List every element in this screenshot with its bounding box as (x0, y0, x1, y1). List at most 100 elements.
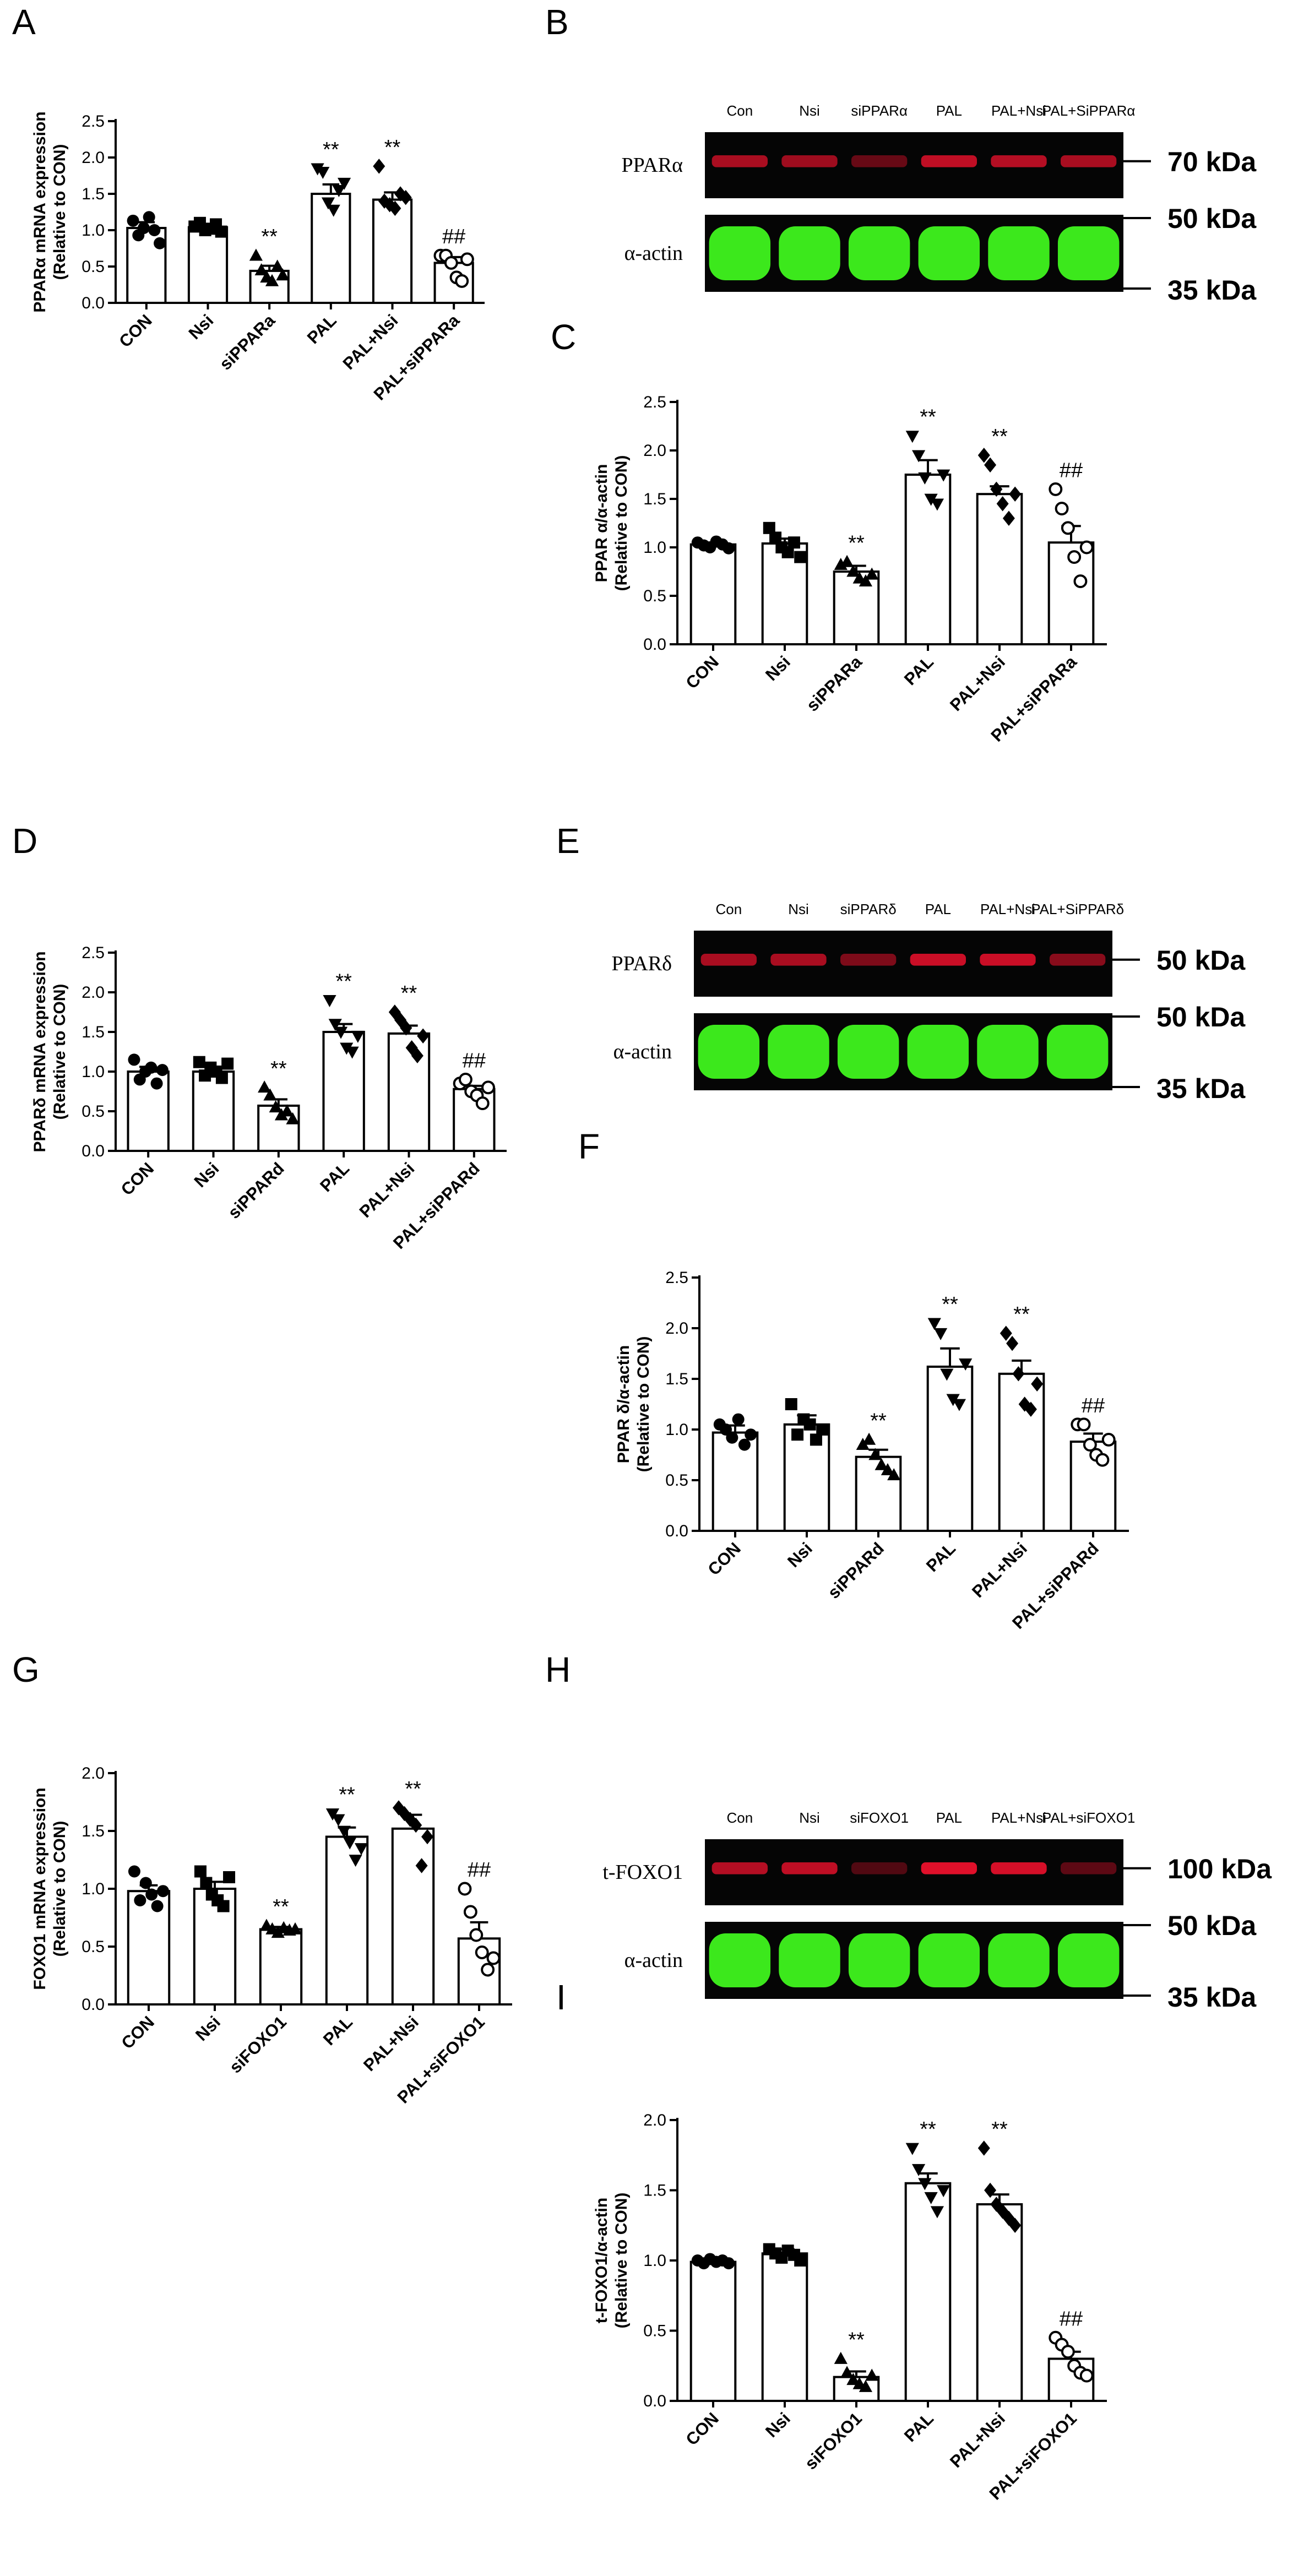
chart-g-foxo1-mrna: FOXO1 mRNA expression (Relative to CON) 0.… (31, 1764, 512, 2107)
data-point (154, 237, 166, 249)
y-axis-label-line: (Relative to CON) (51, 1821, 69, 1957)
lane-label: Nsi (799, 1809, 820, 1826)
data-point (417, 1028, 430, 1044)
x-tick-label: CON (115, 311, 155, 351)
y-tick-label: 0.0 (82, 1142, 105, 1160)
y-axis-label-line: (Relative to CON) (51, 984, 69, 1120)
y-axis-label-line: PPARδ mRNA expression (31, 952, 49, 1153)
data-point (1073, 574, 1088, 589)
data-point (151, 1900, 164, 1912)
data-point (148, 224, 161, 236)
significance-label: ## (1060, 459, 1083, 482)
significance-label: ** (273, 1895, 289, 1919)
band-actin (907, 1025, 969, 1079)
x-tick-label: siFOXO1 (801, 2409, 866, 2473)
data-point (150, 1077, 163, 1090)
x-tick-label: Nsi (185, 311, 218, 343)
y-tick-label: 1.5 (82, 1822, 105, 1840)
x-tick-label: PAL (319, 2012, 356, 2049)
lane-label: PAL (925, 901, 951, 917)
band-target (781, 155, 838, 167)
data-point (481, 1963, 495, 1977)
y-tick-label: 0.5 (643, 587, 666, 605)
x-tick-label: PAL+Nsi (946, 2409, 1009, 2471)
bar (711, 1431, 759, 1532)
data-point (996, 496, 1009, 512)
data-point (1061, 2345, 1075, 2359)
data-point (1012, 1366, 1025, 1382)
row-label-target: PPARα (622, 154, 683, 177)
lane-label: Con (726, 1809, 753, 1826)
band-target (851, 155, 908, 167)
lane-label: Nsi (788, 901, 809, 917)
data-point (460, 252, 474, 267)
data-point (1009, 486, 1022, 502)
mw-marker-50: 50 kDa (1167, 203, 1257, 234)
significance-label: ## (1082, 1394, 1105, 1417)
data-point (332, 185, 346, 198)
bar (372, 198, 413, 304)
data-point (726, 1431, 738, 1444)
x-tick-label: Nsi (192, 2012, 224, 2045)
data-point (859, 2379, 873, 2392)
data-point (1000, 1325, 1012, 1341)
data-point (1067, 550, 1082, 564)
x-tick-label: Nsi (784, 1539, 816, 1571)
data-point (274, 1108, 289, 1121)
mw-marker-35: 35 kDa (1156, 1073, 1246, 1101)
data-point (276, 268, 290, 281)
data-point (311, 163, 324, 176)
band-target (700, 954, 757, 966)
mw-marker-35: 35 kDa (1167, 275, 1257, 306)
panel-label-i: I (556, 1977, 566, 2017)
significance-label: ** (848, 2329, 865, 2352)
band-actin (988, 226, 1050, 280)
data-point (421, 1829, 434, 1845)
x-tick-label: CON (682, 2409, 722, 2449)
data-point (337, 1825, 351, 1838)
x-tick-label: CON (117, 1159, 157, 1199)
data-point (288, 1922, 302, 1934)
y-tick-label: 1.0 (643, 2252, 666, 2270)
band-target (851, 1862, 908, 1874)
mw-marker-target: 100 kDa (1167, 1854, 1272, 1884)
band-actin (988, 1933, 1050, 1987)
y-tick-label: 2.5 (665, 1269, 688, 1287)
mw-marker-target: 70 kDa (1167, 146, 1257, 177)
data-point (128, 1053, 140, 1066)
data-point (475, 1096, 490, 1111)
data-point (332, 1814, 345, 1827)
band-target (1050, 954, 1106, 966)
data-point (143, 211, 155, 224)
data-point (351, 1030, 365, 1043)
significance-label: ** (991, 2118, 1008, 2141)
data-point (215, 1072, 228, 1084)
data-point (918, 2178, 932, 2191)
data-point (400, 1020, 412, 1036)
x-tick-label: Nsi (191, 1159, 223, 1191)
data-point (865, 2368, 879, 2381)
bar (783, 1423, 830, 1532)
data-point (723, 542, 735, 555)
data-point (803, 1418, 816, 1431)
mw-marker-50: 50 kDa (1167, 1910, 1257, 1941)
data-point (937, 2185, 950, 2198)
data-point (977, 448, 990, 463)
y-tick-label: 0.5 (82, 1102, 105, 1121)
data-point (378, 193, 390, 209)
band-actin (779, 1933, 840, 1987)
y-tick-label: 2.0 (665, 1319, 688, 1338)
y-axis-label: PPARα mRNA expression (Relative to CON) (31, 111, 69, 312)
data-point (145, 1888, 158, 1901)
data-point (781, 546, 794, 558)
data-point (193, 1056, 205, 1068)
y-tick-label: 1.0 (82, 1880, 105, 1898)
bar (998, 1372, 1045, 1532)
significance-label: ** (920, 406, 936, 429)
data-point (794, 2254, 807, 2267)
data-point (881, 1463, 895, 1475)
data-point (258, 1080, 271, 1093)
data-point (927, 1318, 941, 1330)
blot-strip-target (694, 931, 1112, 997)
